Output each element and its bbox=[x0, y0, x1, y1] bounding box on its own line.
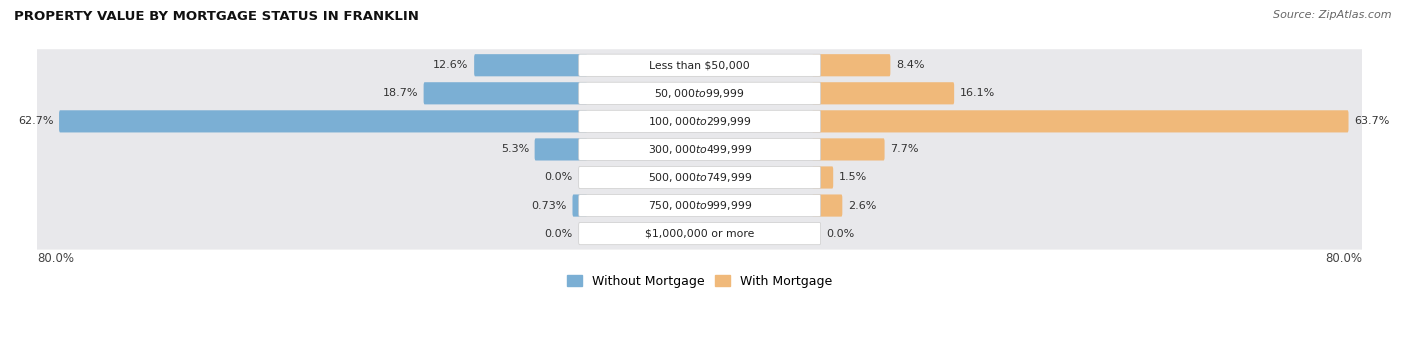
Text: 16.1%: 16.1% bbox=[960, 88, 995, 98]
Text: $300,000 to $499,999: $300,000 to $499,999 bbox=[648, 143, 752, 156]
Text: 7.7%: 7.7% bbox=[890, 144, 918, 154]
FancyBboxPatch shape bbox=[35, 218, 1364, 250]
FancyBboxPatch shape bbox=[579, 166, 821, 189]
FancyBboxPatch shape bbox=[35, 77, 1364, 109]
Text: $50,000 to $99,999: $50,000 to $99,999 bbox=[654, 87, 745, 100]
Text: 0.73%: 0.73% bbox=[531, 201, 567, 210]
Text: PROPERTY VALUE BY MORTGAGE STATUS IN FRANKLIN: PROPERTY VALUE BY MORTGAGE STATUS IN FRA… bbox=[14, 10, 419, 23]
Text: 63.7%: 63.7% bbox=[1354, 116, 1389, 126]
FancyBboxPatch shape bbox=[813, 110, 1348, 133]
Text: 12.6%: 12.6% bbox=[433, 60, 468, 70]
Text: 5.3%: 5.3% bbox=[501, 144, 529, 154]
Text: $1,000,000 or more: $1,000,000 or more bbox=[645, 228, 755, 239]
FancyBboxPatch shape bbox=[813, 166, 834, 189]
Text: 80.0%: 80.0% bbox=[37, 252, 75, 265]
Text: Source: ZipAtlas.com: Source: ZipAtlas.com bbox=[1274, 10, 1392, 20]
Text: 80.0%: 80.0% bbox=[1326, 252, 1362, 265]
FancyBboxPatch shape bbox=[35, 105, 1364, 137]
FancyBboxPatch shape bbox=[579, 222, 821, 245]
Text: 8.4%: 8.4% bbox=[896, 60, 925, 70]
FancyBboxPatch shape bbox=[813, 82, 955, 104]
FancyBboxPatch shape bbox=[579, 138, 821, 160]
Text: 0.0%: 0.0% bbox=[827, 228, 855, 239]
Text: 2.6%: 2.6% bbox=[848, 201, 876, 210]
FancyBboxPatch shape bbox=[35, 133, 1364, 166]
FancyBboxPatch shape bbox=[813, 138, 884, 160]
FancyBboxPatch shape bbox=[572, 194, 588, 217]
FancyBboxPatch shape bbox=[534, 138, 588, 160]
Text: 18.7%: 18.7% bbox=[382, 88, 418, 98]
FancyBboxPatch shape bbox=[35, 162, 1364, 193]
Text: 0.0%: 0.0% bbox=[544, 228, 572, 239]
Text: $500,000 to $749,999: $500,000 to $749,999 bbox=[648, 171, 752, 184]
Text: 1.5%: 1.5% bbox=[839, 172, 868, 183]
FancyBboxPatch shape bbox=[579, 82, 821, 104]
FancyBboxPatch shape bbox=[579, 54, 821, 76]
FancyBboxPatch shape bbox=[59, 110, 588, 133]
Text: $100,000 to $299,999: $100,000 to $299,999 bbox=[648, 115, 752, 128]
Text: 0.0%: 0.0% bbox=[544, 172, 572, 183]
Text: 62.7%: 62.7% bbox=[18, 116, 53, 126]
Text: $750,000 to $999,999: $750,000 to $999,999 bbox=[648, 199, 752, 212]
Legend: Without Mortgage, With Mortgage: Without Mortgage, With Mortgage bbox=[562, 270, 837, 293]
FancyBboxPatch shape bbox=[35, 190, 1364, 222]
FancyBboxPatch shape bbox=[423, 82, 588, 104]
FancyBboxPatch shape bbox=[813, 194, 842, 217]
FancyBboxPatch shape bbox=[579, 194, 821, 217]
FancyBboxPatch shape bbox=[474, 54, 588, 76]
Text: Less than $50,000: Less than $50,000 bbox=[650, 60, 749, 70]
FancyBboxPatch shape bbox=[579, 110, 821, 133]
FancyBboxPatch shape bbox=[813, 54, 890, 76]
FancyBboxPatch shape bbox=[35, 49, 1364, 81]
